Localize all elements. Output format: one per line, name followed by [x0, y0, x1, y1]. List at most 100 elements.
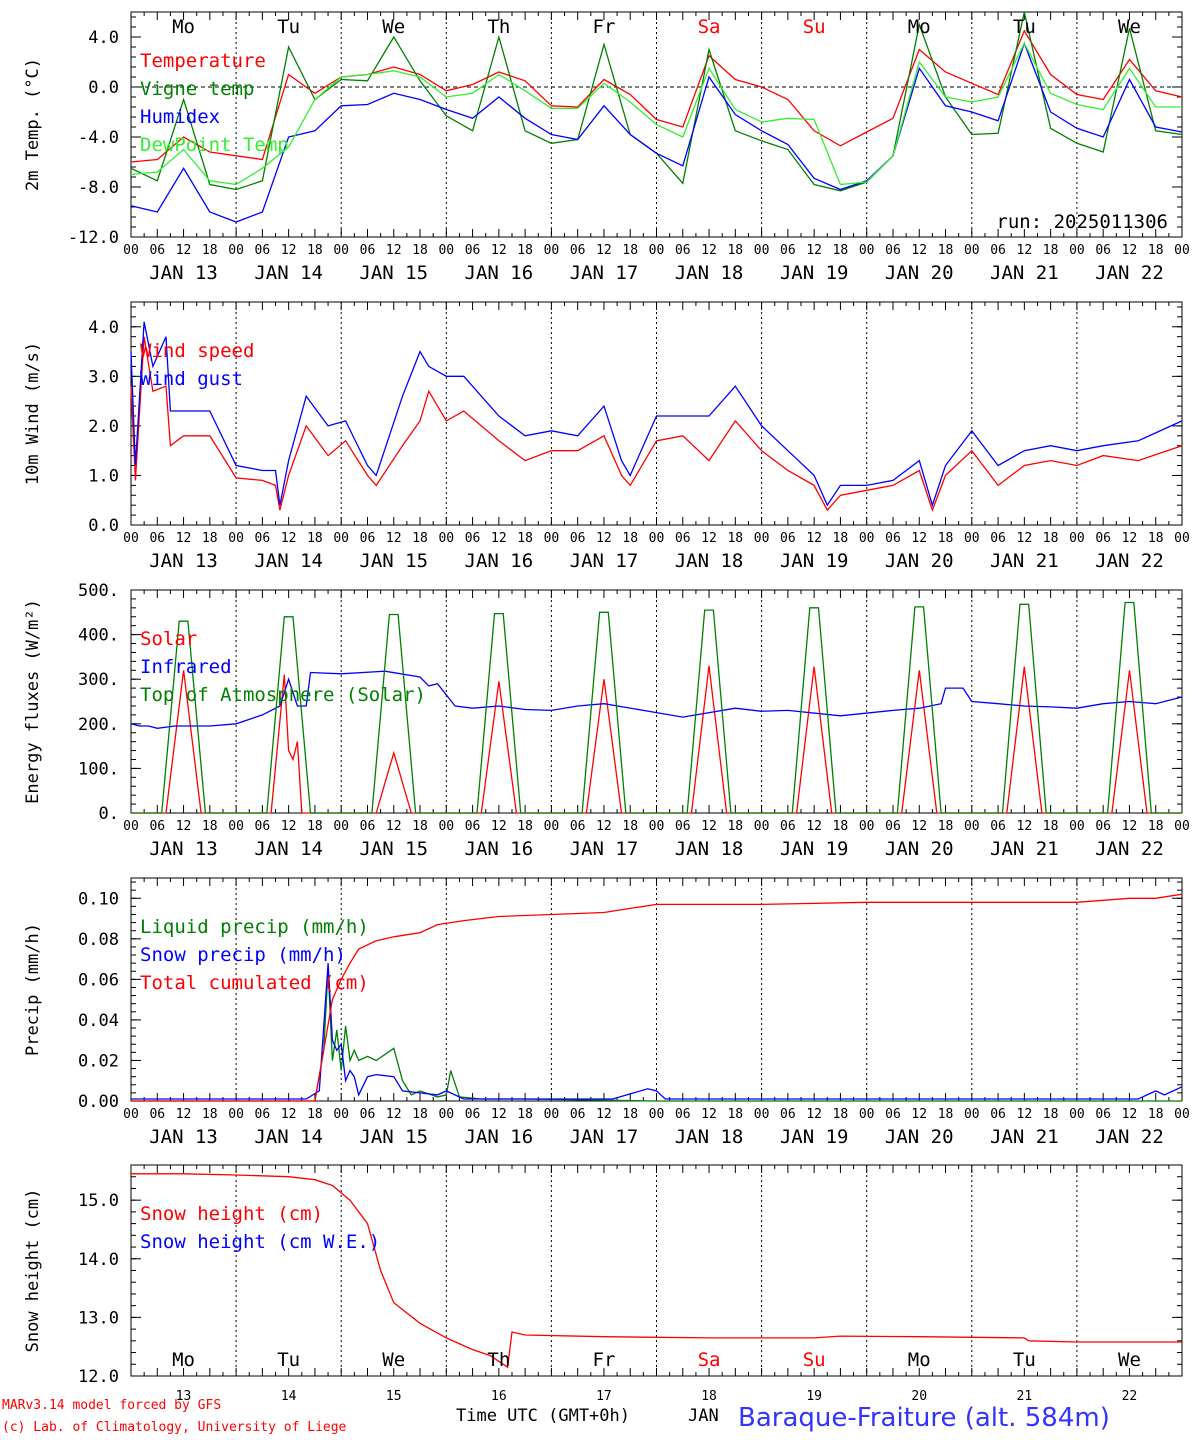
hour-tick-label: 18 [622, 243, 638, 258]
hour-tick-label: 12 [176, 531, 192, 546]
weekday-label: Tu [1013, 16, 1036, 38]
date-label: JAN 19 [780, 838, 849, 860]
hour-tick-label: 06 [465, 819, 481, 834]
hour-tick-label: 00 [544, 819, 560, 834]
legend-entry: Snow precip (mm/h) [140, 944, 346, 966]
weekday-label: Fr [593, 1349, 616, 1371]
hour-tick-label: 18 [307, 819, 323, 834]
hour-tick-label: 12 [1017, 531, 1033, 546]
series-line-2 [130, 321, 1183, 508]
hour-tick-label: 00 [228, 819, 244, 834]
hour-tick-label: 00 [964, 819, 980, 834]
hour-tick-label: 06 [149, 819, 165, 834]
hour-tick-label: 12 [491, 819, 507, 834]
hour-tick-label: 06 [990, 531, 1006, 546]
footer-model-label: MARv3.14 model forced by GFS [2, 1398, 222, 1413]
hour-tick-label: 12 [596, 1107, 612, 1122]
hour-tick-label: 12 [386, 1107, 402, 1122]
panel-1 [130, 11, 1183, 238]
hour-tick-label: 00 [333, 1107, 349, 1122]
hour-tick-label: 12 [911, 243, 927, 258]
series-line-3 [131, 601, 1182, 814]
hour-tick-label: 12 [701, 1107, 717, 1122]
hour-tick-label: 06 [465, 243, 481, 258]
y-tick-label: 100. [78, 759, 119, 779]
date-label: JAN 17 [570, 1126, 639, 1148]
hour-tick-label: 18 [517, 531, 533, 546]
hour-tick-label: 12 [701, 243, 717, 258]
y-tick-label: 13.0 [78, 1308, 119, 1328]
hour-tick-label: 18 [938, 531, 954, 546]
weekday-label: We [1118, 1349, 1141, 1371]
y-tick-label: 4.0 [88, 28, 119, 48]
hour-tick-label: 18 [727, 1107, 743, 1122]
hour-tick-label: 18 [517, 1107, 533, 1122]
hour-tick-label: 06 [465, 1107, 481, 1122]
legend-entry: Snow height (cm) [140, 1203, 323, 1225]
hour-tick-label: 12 [281, 1107, 297, 1122]
date-label: JAN 22 [1095, 550, 1164, 572]
hour-tick-label: 06 [675, 531, 691, 546]
hour-tick-label: 12 [281, 819, 297, 834]
hour-tick-label: 00 [754, 531, 770, 546]
y-axis-label: 10m Wind (m/s) [23, 342, 43, 485]
series-line-2 [131, 963, 1183, 1100]
hour-tick-label: 06 [885, 819, 901, 834]
weekday-label: Mo [908, 16, 931, 38]
hour-tick-label: 00 [123, 819, 139, 834]
hour-tick-label: 18 [1148, 531, 1164, 546]
hour-tick-label: 00 [754, 819, 770, 834]
hour-tick-label: 06 [1095, 1107, 1111, 1122]
hour-tick-label: 06 [360, 819, 376, 834]
hour-tick-label: 12 [281, 531, 297, 546]
hour-tick-label: 18 [307, 531, 323, 546]
weekday-label: We [382, 1349, 405, 1371]
date-label: JAN 13 [149, 262, 218, 284]
y-tick-label: 14.0 [78, 1250, 119, 1270]
legend-entry: Solar [140, 628, 197, 650]
hour-tick-label: 18 [938, 243, 954, 258]
hour-tick-label: 00 [649, 1107, 665, 1122]
hour-tick-label: 12 [911, 819, 927, 834]
y-tick-label: 12.0 [78, 1367, 119, 1387]
date-label: JAN 15 [359, 550, 428, 572]
hour-tick-label: 06 [990, 1107, 1006, 1122]
hour-tick-label: 06 [255, 819, 271, 834]
y-tick-label: 0. [99, 804, 119, 824]
hour-tick-label: 00 [123, 1107, 139, 1122]
hour-tick-label: 06 [780, 243, 796, 258]
hour-tick-label: 18 [1148, 819, 1164, 834]
y-tick-label: 300. [78, 670, 119, 690]
hour-tick-label: 00 [123, 531, 139, 546]
hour-tick-label: 12 [806, 819, 822, 834]
hour-tick-label: 06 [780, 819, 796, 834]
hour-tick-label: 18 [727, 819, 743, 834]
hour-tick-label: 06 [1095, 819, 1111, 834]
hour-tick-label: 12 [491, 531, 507, 546]
hour-tick-label: 00 [1069, 243, 1085, 258]
weekday-label: Fr [593, 16, 616, 38]
legend-entry: Total cumulated (cm) [140, 972, 369, 994]
x-axis-unit: JAN [688, 1406, 719, 1426]
hour-tick-label: 00 [438, 243, 454, 258]
date-label: JAN 17 [570, 550, 639, 572]
y-tick-label: 15.0 [78, 1191, 119, 1211]
hour-tick-label: 00 [438, 531, 454, 546]
hour-tick-label: 18 [517, 243, 533, 258]
day-number-label: 18 [701, 1389, 717, 1404]
hour-tick-label: 06 [149, 243, 165, 258]
hour-tick-label: 06 [990, 819, 1006, 834]
hour-tick-label: 18 [833, 1107, 849, 1122]
y-tick-label: -12.0 [68, 228, 119, 248]
hour-tick-label: 06 [675, 243, 691, 258]
hour-tick-label: 12 [1017, 819, 1033, 834]
legend-entry: Wind gust [140, 368, 243, 390]
day-number-label: 14 [281, 1389, 297, 1404]
date-label: JAN 22 [1095, 1126, 1164, 1148]
date-label: JAN 16 [465, 838, 534, 860]
date-label: JAN 15 [359, 838, 428, 860]
hour-tick-label: 06 [990, 243, 1006, 258]
hour-tick-label: 06 [465, 531, 481, 546]
hour-tick-label: 06 [570, 531, 586, 546]
date-label: JAN 19 [780, 262, 849, 284]
